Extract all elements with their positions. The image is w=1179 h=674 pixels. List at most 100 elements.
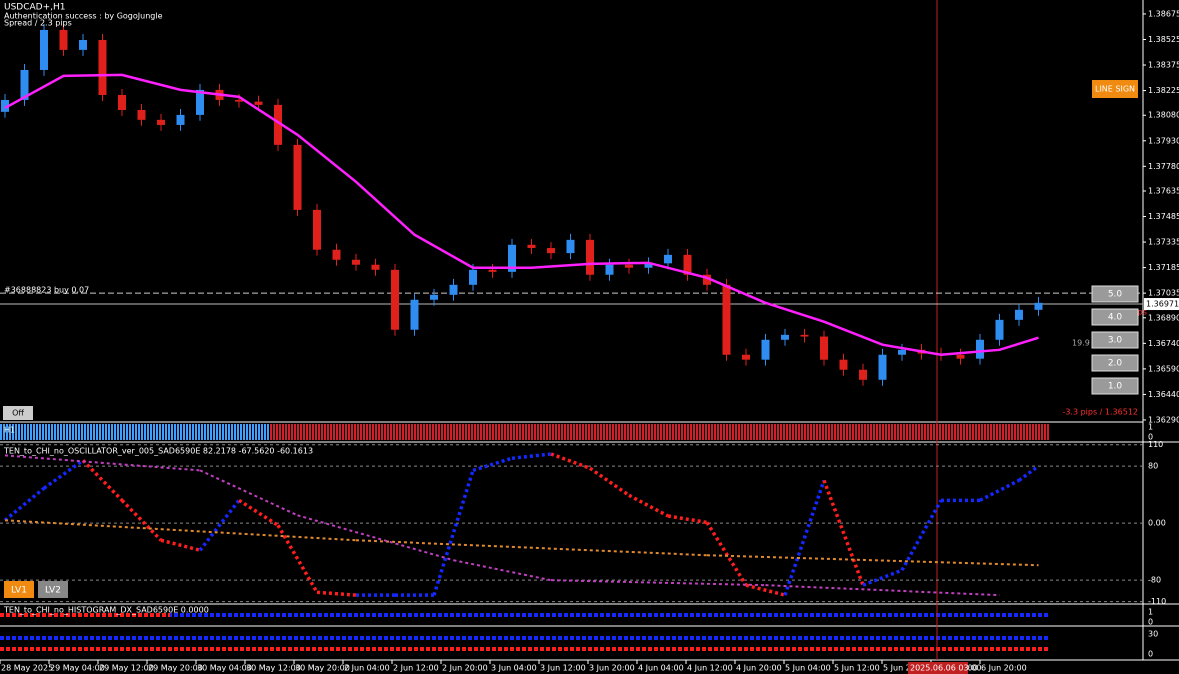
y-tick-label: 1.37930 bbox=[1148, 136, 1179, 145]
candle-body bbox=[527, 244, 536, 249]
y-tick-label: 1.37035 bbox=[1148, 289, 1179, 298]
oscillator-segment bbox=[453, 559, 552, 582]
y-tick-label: 1.37635 bbox=[1148, 186, 1179, 195]
buy-label: #36888823 buy 0.07 bbox=[4, 286, 89, 295]
line-sign-button[interactable] bbox=[1092, 80, 1138, 98]
y-tick-label: 1.37485 bbox=[1148, 212, 1179, 221]
x-tick-label: 2 Jun 20:00 bbox=[442, 664, 488, 673]
y-tick-label: -110 bbox=[1148, 597, 1166, 606]
x-tick-label: 4 Jun 20:00 bbox=[736, 664, 782, 673]
hist-tick: 1 bbox=[1148, 608, 1153, 617]
oscillator-segment bbox=[705, 521, 748, 587]
candle-body bbox=[391, 269, 399, 330]
candle-body bbox=[586, 239, 594, 275]
oscillator-segment bbox=[4, 454, 201, 472]
oscillator-segment bbox=[198, 499, 241, 552]
x-tick-label: 2 Jun 12:00 bbox=[393, 664, 439, 673]
lot-button[interactable] bbox=[1091, 285, 1139, 303]
off-button[interactable] bbox=[3, 406, 33, 420]
oscillator-segment bbox=[432, 469, 475, 596]
lv2-label: LV2 bbox=[45, 586, 61, 596]
candle-body bbox=[664, 254, 672, 264]
x-tick-label: 29 May 12:00 bbox=[99, 664, 154, 673]
candle-body bbox=[352, 259, 360, 265]
candle-body bbox=[839, 359, 848, 370]
candle-body bbox=[430, 294, 438, 300]
candle-body bbox=[566, 239, 575, 254]
bottom-tick: 30 bbox=[1148, 630, 1158, 639]
y-tick-label: 1.38675 bbox=[1148, 9, 1179, 18]
candle-body bbox=[547, 248, 555, 254]
candle-body bbox=[683, 254, 692, 275]
y-tick-label: 1.36890 bbox=[1148, 313, 1179, 322]
candle-body bbox=[800, 334, 809, 337]
candle-body bbox=[176, 114, 185, 125]
x-tick-label: 30 May 12:00 bbox=[246, 664, 301, 673]
lot-button[interactable] bbox=[1091, 331, 1139, 349]
cursor-time-box bbox=[908, 662, 968, 674]
candle-body bbox=[20, 69, 29, 100]
oscillator-segment bbox=[472, 456, 513, 473]
oscillator-segment bbox=[160, 538, 201, 552]
y-tick-label: 1.36590 bbox=[1148, 364, 1179, 373]
x-tick-label: 30 May 20:00 bbox=[295, 664, 350, 673]
oscillator-segment bbox=[979, 478, 1020, 502]
lv1-button[interactable] bbox=[4, 581, 34, 598]
oscillator-segment bbox=[1017, 464, 1040, 482]
oscillator-segment bbox=[900, 499, 943, 572]
candle-body bbox=[820, 336, 828, 360]
oscillator-segment bbox=[822, 479, 865, 586]
signal-strip-up bbox=[0, 424, 270, 440]
y-tick-label: 0.00 bbox=[1148, 519, 1166, 528]
oscillator-segment bbox=[355, 539, 708, 557]
oscillator-segment bbox=[3, 486, 46, 522]
off-label: Off bbox=[12, 409, 24, 418]
candle-body bbox=[254, 101, 263, 105]
x-tick-label: 4 Jun 12:00 bbox=[687, 664, 733, 673]
candle-body bbox=[196, 89, 204, 115]
oscillator-segment bbox=[276, 524, 319, 594]
candle-body bbox=[956, 354, 965, 359]
y-tick-label: 1.37185 bbox=[1148, 263, 1179, 272]
histogram-dots bbox=[0, 636, 1050, 640]
y-tick-label: 1.36740 bbox=[1148, 339, 1179, 348]
x-tick-label: 3 Jun 04:00 bbox=[491, 664, 537, 673]
candle-body bbox=[976, 339, 984, 359]
lot-button[interactable] bbox=[1091, 308, 1139, 326]
signal-strip-down bbox=[270, 424, 1050, 440]
oscillator-segment bbox=[4, 519, 357, 542]
lot-button[interactable] bbox=[1091, 354, 1139, 372]
y-tick-label: 1.36290 bbox=[1148, 415, 1179, 424]
strip-tick: 0 bbox=[1148, 433, 1153, 442]
candle-body bbox=[878, 354, 887, 380]
lot-button[interactable] bbox=[1091, 377, 1139, 395]
oscillator-segment bbox=[706, 554, 1039, 567]
candle-body bbox=[40, 29, 48, 70]
candle-body bbox=[449, 284, 458, 295]
spread-text: Spread / 2.3 pips bbox=[4, 19, 72, 28]
y-tick-label: 1.37780 bbox=[1148, 162, 1179, 171]
candle-body bbox=[508, 244, 516, 272]
line-sign-label: LINE SIGN bbox=[1095, 85, 1135, 94]
x-tick-label: 29 May 04:00 bbox=[50, 664, 105, 673]
candle-body bbox=[722, 284, 731, 355]
oscillator-segment bbox=[628, 493, 669, 518]
candle-body bbox=[995, 319, 1004, 340]
loss-text: -3.3 pips / 1.36512 bbox=[1062, 408, 1138, 417]
x-tick-label: 3 Jun 12:00 bbox=[540, 664, 586, 673]
candle-body bbox=[1, 99, 9, 112]
lot-button-label: 2.0 bbox=[1108, 359, 1123, 369]
oscillator-segment bbox=[42, 458, 85, 490]
candle-body bbox=[410, 299, 419, 330]
candle-body bbox=[1034, 302, 1043, 310]
y-tick-label: -80 bbox=[1148, 576, 1161, 585]
x-tick-label: 4 Jun 04:00 bbox=[638, 664, 684, 673]
candle-body bbox=[1015, 309, 1023, 320]
lot-button-label: 3.0 bbox=[1108, 336, 1123, 346]
candle-body bbox=[761, 339, 770, 360]
candle-body bbox=[313, 209, 321, 250]
candle-body bbox=[488, 269, 497, 272]
candle-body bbox=[274, 104, 282, 145]
lv2-button[interactable] bbox=[38, 581, 68, 598]
oscillator-segment bbox=[238, 498, 279, 527]
